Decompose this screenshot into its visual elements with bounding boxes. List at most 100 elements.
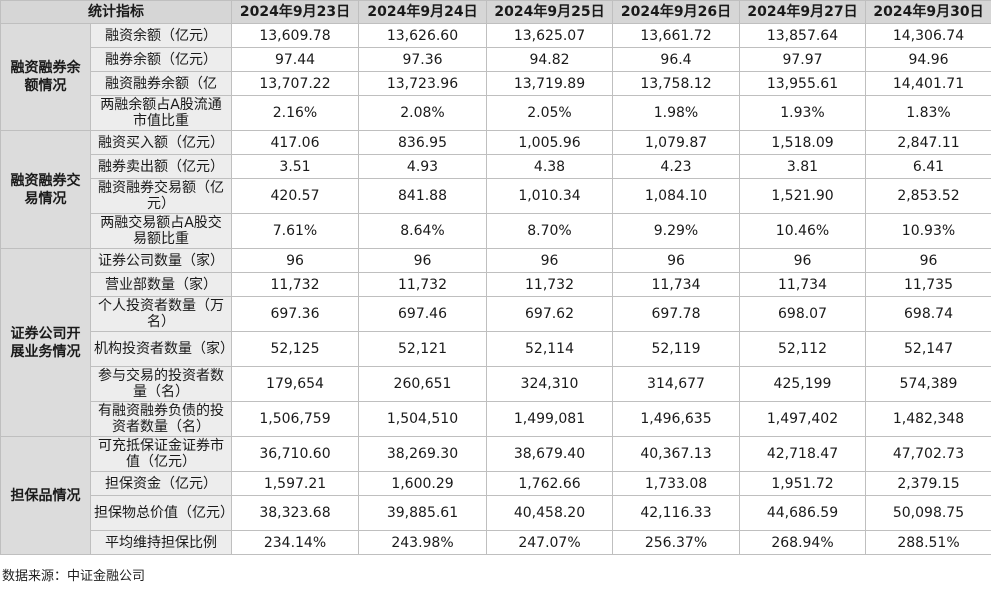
indicator-label: 个人投资者数量（万名） <box>90 296 232 332</box>
group-label: 融资融券交易情况 <box>0 130 91 249</box>
value-cell: 841.88 <box>358 178 487 214</box>
value-cell: 13,955.61 <box>739 71 866 96</box>
value-cell: 1.98% <box>612 95 740 131</box>
value-cell: 13,719.89 <box>486 71 613 96</box>
value-cell: 1,506,759 <box>231 401 359 437</box>
table-row: 融资融券余额情况 融资余额（亿元） 13,609.78 13,626.60 13… <box>0 23 991 131</box>
value-cell: 96 <box>486 248 613 273</box>
value-cell: 52,125 <box>231 331 359 367</box>
indicator-label: 营业部数量（家） <box>90 272 232 297</box>
value-cell: 1,010.34 <box>486 178 613 214</box>
value-cell: 2.16% <box>231 95 359 131</box>
table-row: 担保资金（亿元） 1,597.21 1,600.29 1,762.66 1,73… <box>1 471 991 496</box>
value-cell: 1,733.08 <box>612 471 740 496</box>
indicator-label: 担保物总价值（亿元） <box>90 495 232 531</box>
value-cell: 1,496,635 <box>612 401 740 437</box>
value-cell: 13,758.12 <box>612 71 740 96</box>
value-cell: 697.78 <box>612 296 740 332</box>
date-header: 2024年9月27日 <box>739 0 866 24</box>
value-cell: 4.23 <box>612 154 740 179</box>
value-cell: 14,306.74 <box>865 23 991 48</box>
value-cell: 11,732 <box>486 272 613 297</box>
value-cell: 11,732 <box>358 272 487 297</box>
value-cell: 1,499,081 <box>486 401 613 437</box>
value-cell: 97.97 <box>739 47 866 72</box>
date-header: 2024年9月24日 <box>358 0 487 24</box>
value-cell: 40,367.13 <box>612 436 740 472</box>
value-cell: 697.62 <box>486 296 613 332</box>
value-cell: 96.4 <box>612 47 740 72</box>
value-cell: 2.08% <box>358 95 487 131</box>
indicator-label: 两融交易额占A股交易额比重 <box>90 213 232 249</box>
indicator-label: 融资买入额（亿元） <box>90 130 232 155</box>
table-row: 两融交易额占A股交易额比重 7.61% 8.64% 8.70% 9.29% 10… <box>1 213 991 249</box>
value-cell: 268.94% <box>739 530 866 555</box>
indicator-label: 有融资融券负债的投资者数量（名） <box>90 401 232 437</box>
table-row: 参与交易的投资者数量（名） 179,654 260,651 324,310 31… <box>1 366 991 402</box>
value-cell: 4.38 <box>486 154 613 179</box>
value-cell: 38,679.40 <box>486 436 613 472</box>
value-cell: 50,098.75 <box>865 495 991 531</box>
value-cell: 1,600.29 <box>358 471 487 496</box>
value-cell: 574,389 <box>865 366 991 402</box>
value-cell: 52,119 <box>612 331 740 367</box>
value-cell: 1,521.90 <box>739 178 866 214</box>
value-cell: 97.44 <box>231 47 359 72</box>
value-cell: 2,847.11 <box>865 130 991 155</box>
value-cell: 243.98% <box>358 530 487 555</box>
value-cell: 1,504,510 <box>358 401 487 437</box>
value-cell: 96 <box>739 248 866 273</box>
value-cell: 417.06 <box>231 130 359 155</box>
value-cell: 697.36 <box>231 296 359 332</box>
value-cell: 288.51% <box>865 530 991 555</box>
indicator-label: 可充抵保证金证券市值（亿元） <box>90 436 232 472</box>
value-cell: 247.07% <box>486 530 613 555</box>
table-row: 担保品情况 可充抵保证金证券市值（亿元） 36,710.60 38,269.30… <box>0 436 991 555</box>
value-cell: 425,199 <box>739 366 866 402</box>
value-cell: 47,702.73 <box>865 436 991 472</box>
value-cell: 52,112 <box>739 331 866 367</box>
date-header: 2024年9月23日 <box>231 0 359 24</box>
value-cell: 36,710.60 <box>231 436 359 472</box>
value-cell: 1,482,348 <box>865 401 991 437</box>
table-row: 担保物总价值（亿元） 38,323.68 39,885.61 40,458.20… <box>1 495 991 531</box>
value-cell: 13,857.64 <box>739 23 866 48</box>
value-cell: 9.29% <box>612 213 740 249</box>
value-cell: 1,079.87 <box>612 130 740 155</box>
value-cell: 94.96 <box>865 47 991 72</box>
table-row: 融券余额（亿元） 97.44 97.36 94.82 96.4 97.97 94… <box>1 47 991 72</box>
table-row: 机构投资者数量（家） 52,125 52,121 52,114 52,119 5… <box>1 331 991 367</box>
table-row: 平均维持担保比例 234.14% 243.98% 247.07% 256.37%… <box>1 530 991 555</box>
indicator-label: 融资余额（亿元） <box>90 23 232 48</box>
value-cell: 94.82 <box>486 47 613 72</box>
value-cell: 1,084.10 <box>612 178 740 214</box>
value-cell: 1.83% <box>865 95 991 131</box>
value-cell: 13,707.22 <box>231 71 359 96</box>
value-cell: 3.81 <box>739 154 866 179</box>
indicator-label: 平均维持担保比例 <box>90 530 232 555</box>
value-cell: 96 <box>612 248 740 273</box>
value-cell: 260,651 <box>358 366 487 402</box>
group-label: 担保品情况 <box>0 436 91 555</box>
value-cell: 420.57 <box>231 178 359 214</box>
value-cell: 179,654 <box>231 366 359 402</box>
value-cell: 2,853.52 <box>865 178 991 214</box>
header-row: 统计指标 2024年9月23日 2024年9月24日 2024年9月25日 20… <box>0 0 991 24</box>
value-cell: 96 <box>358 248 487 273</box>
value-cell: 8.64% <box>358 213 487 249</box>
value-cell: 39,885.61 <box>358 495 487 531</box>
value-cell: 52,121 <box>358 331 487 367</box>
value-cell: 13,625.07 <box>486 23 613 48</box>
table-row: 证券公司开展业务情况 证券公司数量（家） 96 96 96 96 96 96 <box>0 248 991 437</box>
value-cell: 324,310 <box>486 366 613 402</box>
value-cell: 1,597.21 <box>231 471 359 496</box>
value-cell: 44,686.59 <box>739 495 866 531</box>
value-cell: 52,147 <box>865 331 991 367</box>
value-cell: 11,732 <box>231 272 359 297</box>
table-row: 融资融券交易额（亿元） 420.57 841.88 1,010.34 1,084… <box>1 178 991 214</box>
value-cell: 13,723.96 <box>358 71 487 96</box>
value-cell: 13,609.78 <box>231 23 359 48</box>
value-cell: 1,005.96 <box>486 130 613 155</box>
indicator-label: 参与交易的投资者数量（名） <box>90 366 232 402</box>
value-cell: 8.70% <box>486 213 613 249</box>
